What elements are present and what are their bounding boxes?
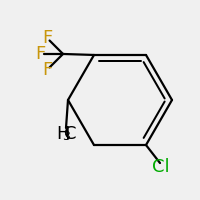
Text: F: F: [42, 29, 52, 47]
Text: C: C: [64, 125, 77, 143]
Text: F: F: [36, 45, 46, 63]
Text: Cl: Cl: [152, 158, 170, 176]
Text: 3: 3: [62, 130, 70, 143]
Text: H: H: [56, 125, 70, 143]
Text: F: F: [42, 61, 52, 79]
